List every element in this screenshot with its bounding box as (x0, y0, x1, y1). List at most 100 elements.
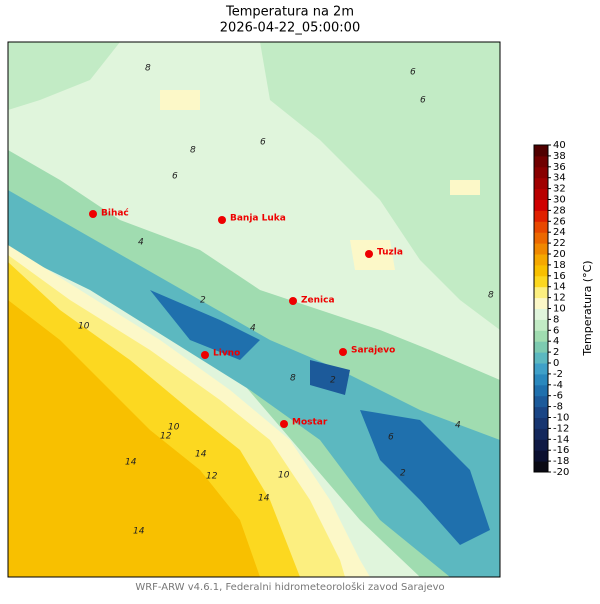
colorbar-tick-label: 32 (553, 184, 566, 195)
colorbar-bin (534, 330, 548, 342)
colorbar-tick-label: 14 (553, 282, 566, 293)
colorbar-tick-label: 6 (553, 325, 559, 336)
contour-label: 4 (250, 324, 256, 334)
contour-label: 2 (400, 469, 406, 479)
colorbar-tick-label: -12 (553, 423, 569, 434)
city-dot (89, 210, 97, 218)
colorbar-bin (534, 166, 548, 179)
contour-label: 6 (420, 96, 426, 106)
region (160, 90, 200, 110)
colorbar-tick-label: 28 (553, 205, 566, 216)
colorbar-bin (534, 384, 548, 397)
colorbar-tick-label: 24 (553, 227, 566, 238)
colorbar-bin (534, 221, 548, 233)
colorbar-tick-label: -18 (553, 456, 569, 467)
colorbar-bin (534, 352, 548, 364)
contour-label: 8 (290, 374, 296, 384)
contour-label: 6 (388, 433, 394, 443)
region (260, 42, 500, 330)
colorbar-bin (534, 155, 548, 168)
region (310, 360, 350, 395)
contour-label: 2 (330, 376, 336, 386)
city-label: Sarajevo (351, 346, 395, 356)
contour-label: 4 (138, 238, 144, 248)
city-dot (280, 420, 288, 428)
city-dot (201, 351, 209, 359)
colorbar-tick-label: -2 (553, 369, 563, 380)
colorbar-bin (534, 210, 548, 222)
colorbar-tick-label: -20 (553, 467, 569, 478)
colorbar-tick-label: 38 (553, 151, 566, 162)
colorbar-bin (534, 275, 548, 288)
colorbar-tick-label: 30 (553, 195, 566, 206)
city-dot (365, 250, 373, 258)
region (8, 190, 500, 577)
colorbar-tick-label: -10 (553, 413, 569, 424)
colorbar-tick-label: 40 (553, 140, 566, 151)
colorbar-bin (534, 286, 548, 299)
region (8, 300, 260, 577)
colorbar-tick-label: 10 (553, 304, 566, 315)
city-label: Mostar (292, 418, 328, 428)
colorbar-bin (534, 341, 548, 353)
colorbar: -20-18-16-14-12-10-8-6-4-202468101214161… (533, 140, 569, 478)
colorbar-tick-label: 22 (553, 238, 566, 249)
colorbar-bin (534, 297, 548, 309)
title: Temperatura na 2m (225, 5, 354, 20)
contour-label: 14 (125, 458, 137, 468)
contour-label: 12 (160, 432, 172, 442)
colorbar-bin (534, 319, 548, 331)
contour-label: 10 (278, 471, 290, 481)
city-dot (339, 348, 347, 356)
colorbar-bin (534, 243, 548, 255)
footer: WRF-ARW v4.6.1, Federalni hidrometeorolo… (135, 581, 444, 593)
colorbar-bin (534, 373, 548, 386)
region (8, 42, 120, 110)
colorbar-bin (534, 461, 548, 473)
colorbar-bin (534, 439, 548, 451)
colorbar-bin (534, 232, 548, 244)
contour-label: 4 (455, 421, 461, 431)
colorbar-tick-label: 18 (553, 260, 566, 271)
subtitle: 2026-04-22_05:00:00 (220, 21, 360, 36)
colorbar-tick-label: 34 (553, 173, 566, 184)
region (450, 180, 480, 195)
colorbar-tick-label: 26 (553, 216, 566, 227)
colorbar-tick-label: -6 (553, 391, 563, 402)
colorbar-tick-label: -16 (553, 445, 569, 456)
contour-label: 6 (410, 68, 416, 78)
region (360, 410, 490, 545)
contour-label: 8 (190, 146, 196, 156)
contour-label: 14 (258, 494, 270, 504)
colorbar-tick-label: 36 (553, 162, 566, 173)
colorbar-tick-label: -4 (553, 380, 563, 391)
colorbar-bin (534, 254, 548, 266)
city-label: Bihać (101, 208, 129, 219)
colorbar-tick-label: 16 (553, 271, 566, 282)
colorbar-tick-label: -8 (553, 402, 563, 413)
city-label: Zenica (301, 296, 335, 306)
contour-label: 14 (133, 527, 145, 537)
region (150, 290, 260, 360)
map-frame (7, 41, 501, 578)
contour-label: 12 (206, 472, 218, 482)
colorbar-tick-label: 2 (553, 347, 559, 358)
contour-label: 8 (145, 64, 151, 74)
colorbar-bin (534, 450, 548, 462)
contour-label: 14 (195, 450, 207, 460)
colorbar-bin (534, 428, 548, 440)
contour-label: 6 (172, 172, 178, 182)
colorbar-bin (534, 188, 548, 200)
contour-label: 2 (200, 296, 206, 306)
colorbar-bin (534, 417, 548, 429)
contour-label: 6 (260, 138, 266, 148)
colorbar-tick-label: -14 (553, 434, 569, 445)
colorbar-bin (534, 177, 548, 190)
colorbar-tick-label: 20 (553, 249, 566, 260)
colorbar-bin (534, 199, 548, 211)
colorbar-bin (534, 395, 548, 408)
contour-label: 10 (168, 423, 180, 433)
colorbar-bin (534, 406, 548, 418)
contour-label: 10 (78, 322, 90, 332)
